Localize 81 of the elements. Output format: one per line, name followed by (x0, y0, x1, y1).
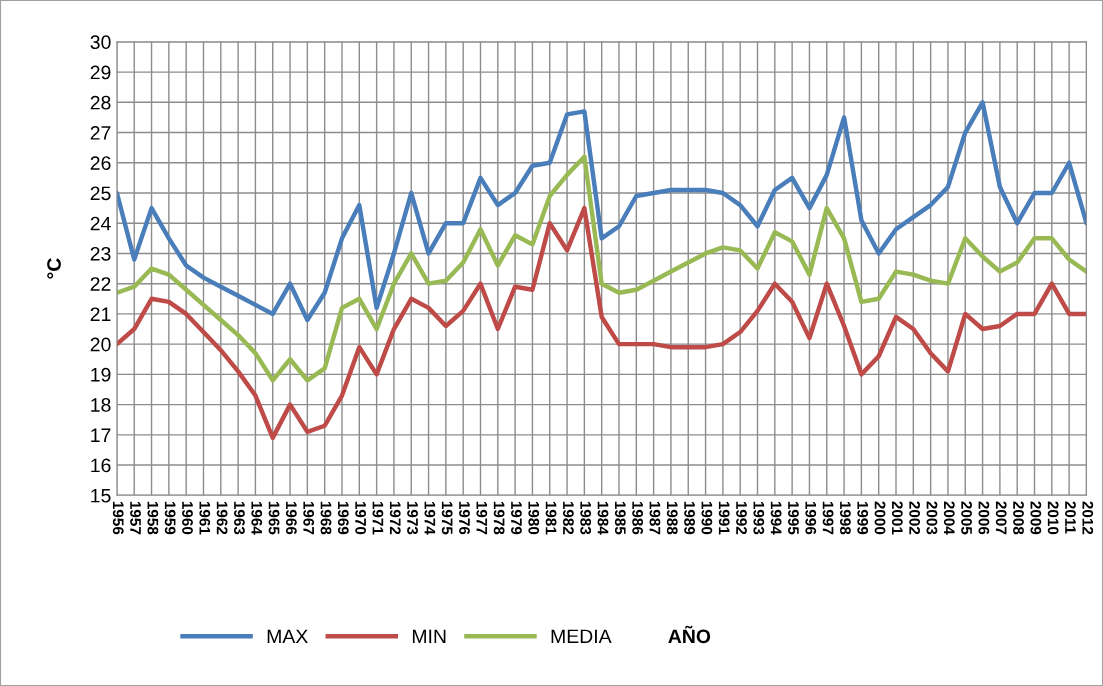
x-tick-label: 1971 (372, 501, 384, 535)
x-axis-title: AÑO (668, 625, 711, 644)
x-tick-label: 1983 (580, 501, 592, 535)
y-axis-title: °C (47, 258, 61, 279)
x-tick-label: 1997 (822, 501, 834, 535)
x-tick-label: 1990 (701, 501, 713, 535)
x-tick-label: 1967 (303, 501, 315, 535)
x-tick-label: 1959 (164, 501, 176, 535)
x-tick-label: 1975 (441, 501, 453, 535)
x-tick-label: 2003 (926, 501, 938, 535)
x-tick-label: 1985 (614, 501, 626, 535)
x-tick-label: 1960 (182, 501, 193, 535)
x-tick-label: 1993 (753, 501, 765, 535)
x-tick-label: 1982 (562, 501, 574, 535)
x-tick-label: 1998 (839, 501, 851, 535)
x-tick-label: 2002 (909, 501, 921, 535)
x-tick-label: 2012 (1082, 501, 1094, 535)
x-tick-label: 2007 (995, 501, 1007, 535)
y-tick-label: 23 (90, 246, 111, 261)
y-tick-label: 19 (91, 367, 111, 382)
x-tick-label: 2010 (1047, 501, 1059, 535)
x-tick-label: 1963 (233, 501, 245, 535)
x-tick-label: 1976 (459, 501, 470, 535)
x-tick-label: 1979 (511, 501, 522, 535)
x-tick-label: 2000 (874, 501, 886, 535)
x-tick-label: 1999 (857, 501, 869, 535)
x-tick-label: 1981 (545, 501, 557, 535)
x-tick-label: 2005 (961, 501, 972, 535)
x-tick-label: 2011 (1065, 501, 1076, 534)
x-tick-label: 1957 (130, 501, 141, 535)
x-tick-label: 1968 (320, 501, 332, 535)
legend-label: MAX (267, 629, 308, 644)
y-tick-label: 22 (90, 277, 111, 291)
y-tick-label: 25 (90, 186, 111, 201)
x-tick-label: 1996 (805, 501, 817, 535)
y-tick-label: 20 (90, 337, 111, 352)
x-tick-label: 1992 (736, 501, 747, 535)
x-tick-label: 2004 (943, 501, 955, 535)
x-tick-label: 1977 (476, 501, 488, 535)
x-tick-label: 1956 (112, 501, 124, 535)
y-tick-label: 26 (90, 156, 111, 170)
y-tick-label: 27 (90, 126, 111, 140)
x-tick-label: 1964 (251, 501, 263, 535)
x-tick-label: 1995 (788, 501, 799, 535)
x-tick-label: 1994 (770, 501, 782, 535)
x-tick-label: 1970 (355, 501, 367, 535)
x-tick-label: 1984 (597, 501, 609, 535)
x-tick-label: 1962 (216, 501, 228, 535)
x-tick-label: 2001 (891, 501, 903, 535)
x-tick-label: 1987 (649, 501, 661, 535)
line-series (116, 154, 1087, 383)
y-tick-label: 29 (90, 65, 111, 80)
x-tick-label: 1974 (424, 501, 436, 535)
x-tick-label: 1965 (268, 501, 280, 535)
y-tick-label: 18 (91, 398, 111, 412)
x-tick-label: 2008 (1013, 501, 1024, 535)
x-tick-label: 1986 (632, 501, 644, 535)
x-tick-label: 2006 (978, 501, 990, 535)
x-tick-label: 1966 (285, 501, 297, 535)
x-tick-label: 1978 (493, 501, 505, 535)
x-tick-label: 1969 (337, 501, 349, 535)
y-tick-label: 17 (91, 428, 111, 442)
x-tick-label: 1972 (389, 501, 401, 535)
x-tick-label: 1961 (199, 501, 211, 535)
legend-label: MIN (412, 629, 446, 644)
line-series (116, 100, 1087, 323)
y-tick-label: 16 (91, 458, 111, 473)
y-tick-label: 21 (90, 307, 111, 321)
x-tick-label: 1989 (684, 501, 695, 535)
x-tick-label: 1958 (147, 501, 159, 535)
y-tick-label: 15 (91, 488, 111, 503)
line-series (116, 205, 1087, 441)
x-tick-label: 1973 (407, 501, 418, 535)
x-tick-label: 1988 (666, 501, 678, 535)
legend-label: MEDIA (551, 629, 612, 644)
x-tick-label: 1980 (528, 501, 540, 535)
x-tick-label: 1991 (718, 501, 730, 535)
y-tick-label: 30 (90, 35, 111, 50)
y-tick-label: 28 (90, 95, 111, 110)
y-tick-label: 24 (90, 216, 111, 231)
x-tick-label: 2009 (1030, 501, 1042, 535)
